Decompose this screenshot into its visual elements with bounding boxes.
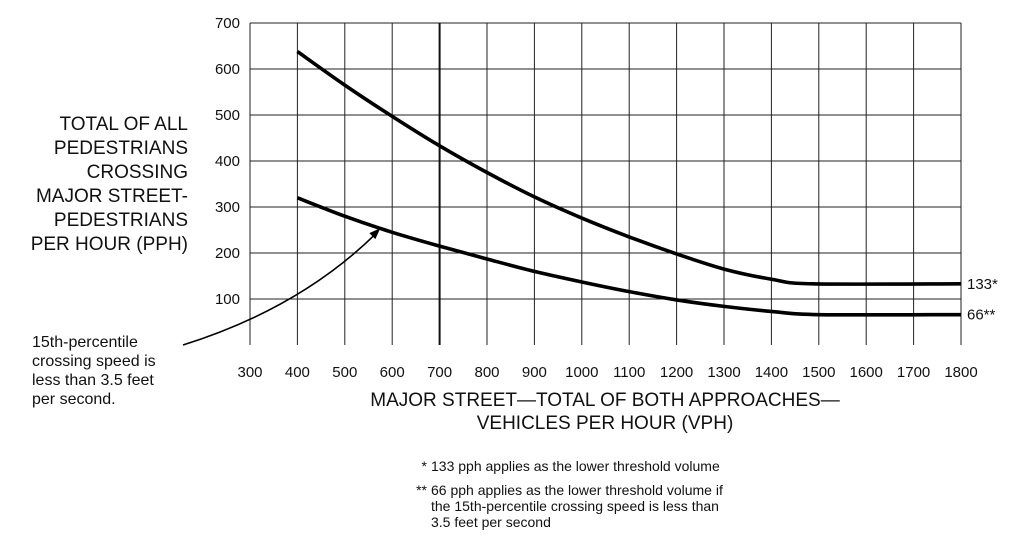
y-tick-label: 300 — [215, 199, 240, 216]
footnote-text: 66 pph applies as the lower threshold vo… — [431, 482, 723, 498]
series-end-label: 66** — [967, 307, 996, 324]
x-tick-label: 300 — [237, 364, 262, 381]
x-tick-label: 800 — [474, 364, 499, 381]
x-tick-label: 1100 — [613, 364, 645, 381]
y-tick-label: 100 — [215, 291, 240, 308]
footnote-text: 133 pph applies as the lower threshold v… — [431, 458, 720, 474]
annotation-line: less than 3.5 feet — [32, 372, 154, 389]
x-tick-label: 1700 — [897, 364, 930, 381]
footnote-2: ** 66 pph applies as the lower threshold … — [407, 482, 723, 530]
x-tick-label: 1600 — [850, 364, 883, 381]
x-tick-label: 500 — [332, 364, 357, 381]
y-tick-label: 600 — [215, 61, 240, 78]
y-tick-label: 200 — [215, 245, 240, 262]
y-axis-label-line: PER HOUR (PPH) — [30, 234, 188, 255]
x-axis-label-line: VEHICLES PER HOUR (VPH) — [476, 413, 734, 434]
x-tick-label: 1800 — [944, 364, 977, 381]
x-axis-label-line: MAJOR STREET—TOTAL OF BOTH APPROACHES— — [370, 390, 840, 411]
y-axis-label-line: PEDESTRIANS — [53, 138, 188, 159]
series-line-2 — [296, 196, 962, 317]
y-tick-label: 400 — [215, 153, 240, 170]
x-tick-label: 900 — [522, 364, 547, 381]
annotation-text: 15th-percentile crossing speed is less t… — [32, 333, 192, 409]
annotation-line: crossing speed is — [32, 353, 156, 370]
y-axis-label-line: PEDESTRIANS — [53, 210, 188, 231]
footnote-mark: * — [421, 458, 427, 474]
arrowhead-icon — [369, 228, 381, 240]
x-tick-label: 1500 — [802, 364, 835, 381]
footnote-1: * 133 pph applies as the lower threshold … — [407, 458, 720, 474]
y-tick-label: 700 — [215, 15, 240, 32]
x-tick-label: 600 — [380, 364, 405, 381]
y-axis-label-line: MAJOR STREET- — [35, 186, 188, 207]
x-tick-label: 1200 — [660, 364, 693, 381]
annotation-line: 15th-percentile — [32, 334, 138, 351]
x-tick-label: 1400 — [755, 364, 788, 381]
y-axis-label: TOTAL OF ALL PEDESTRIANS CROSSING MAJOR … — [0, 113, 188, 257]
footnote-mark: ** — [416, 482, 427, 498]
series-end-label: 133* — [967, 276, 998, 293]
x-tick-label: 1000 — [565, 364, 598, 381]
footnote-text: 3.5 feet per second — [431, 514, 551, 530]
y-axis-label-line: CROSSING — [86, 162, 188, 183]
y-axis-label-line: TOTAL OF ALL — [59, 114, 188, 135]
annotation-leader — [182, 232, 377, 346]
annotation-line: per second. — [32, 391, 116, 408]
y-tick-label: 500 — [215, 107, 240, 124]
x-tick-label: 400 — [285, 364, 310, 381]
footnote-text: the 15th-percentile crossing speed is le… — [431, 498, 719, 514]
x-tick-label: 1300 — [707, 364, 740, 381]
x-axis-label: MAJOR STREET—TOTAL OF BOTH APPROACHES— V… — [300, 389, 910, 435]
series-line-1 — [296, 50, 962, 286]
x-tick-label: 700 — [427, 364, 452, 381]
